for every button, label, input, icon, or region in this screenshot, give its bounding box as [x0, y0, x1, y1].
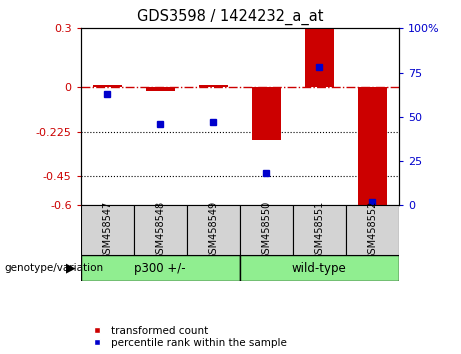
Text: GSM458549: GSM458549: [208, 200, 218, 260]
Bar: [146, 87, 175, 91]
Bar: [240, 255, 399, 281]
Bar: [358, 87, 387, 205]
Text: GDS3598 / 1424232_a_at: GDS3598 / 1424232_a_at: [137, 9, 324, 25]
Bar: [305, 28, 334, 87]
Bar: [240, 205, 293, 255]
Legend: transformed count, percentile rank within the sample: transformed count, percentile rank withi…: [86, 325, 288, 349]
Bar: [293, 205, 346, 255]
Text: wild-type: wild-type: [292, 262, 347, 275]
Bar: [199, 85, 228, 87]
Text: GSM458550: GSM458550: [261, 200, 271, 260]
Text: GSM458551: GSM458551: [314, 200, 324, 260]
Text: p300 +/-: p300 +/-: [135, 262, 186, 275]
Text: GSM458548: GSM458548: [155, 200, 165, 260]
Text: genotype/variation: genotype/variation: [5, 263, 104, 273]
Bar: [252, 87, 281, 141]
Bar: [81, 255, 240, 281]
Bar: [134, 205, 187, 255]
Text: ▶: ▶: [66, 262, 76, 275]
Bar: [93, 85, 122, 87]
Bar: [187, 205, 240, 255]
Bar: [81, 205, 134, 255]
Text: GSM458547: GSM458547: [102, 200, 112, 260]
Text: GSM458552: GSM458552: [367, 200, 377, 260]
Bar: [346, 205, 399, 255]
